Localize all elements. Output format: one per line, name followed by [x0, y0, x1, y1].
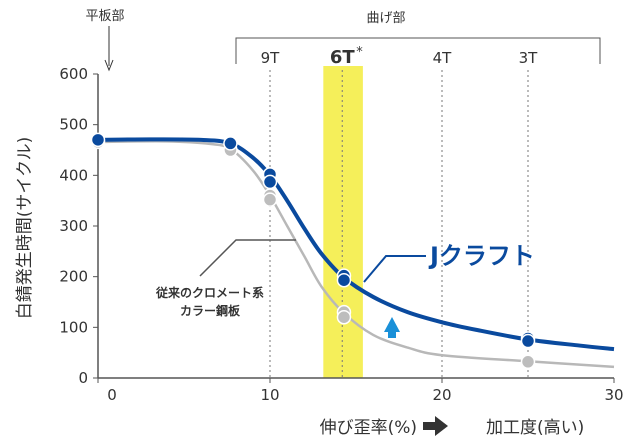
series-line-jcraft [97, 137, 615, 352]
highlight-band [323, 66, 363, 378]
bend-label-6T: 6T [330, 47, 356, 68]
bend-label-4T: 4T [433, 49, 453, 67]
flat-arrow-head [104, 59, 114, 72]
data-point-jcraft [520, 333, 536, 349]
x-tick-label: 10 [260, 386, 279, 404]
y-tick-label: 100 [59, 318, 88, 336]
vertical-gridlines [269, 70, 529, 378]
series-line-conventional [97, 140, 615, 369]
x-axis-arrow-icon [423, 416, 448, 436]
bend-mark: * [356, 45, 363, 60]
y-axis-title: 白錆発生時間(サイクル) [15, 137, 35, 319]
conventional-label-line2: カラー鋼板 [180, 303, 241, 318]
data-point-jcraft [336, 272, 352, 288]
improvement-up-arrow [384, 317, 400, 338]
jcraft-label: Jクラフト [428, 242, 535, 270]
flat-label: 平板部 [85, 9, 124, 24]
data-point-conventional [336, 309, 352, 325]
jcraft-leader [363, 255, 426, 283]
bend-label: 曲げ部 [366, 11, 405, 26]
data-point-jcraft [90, 132, 106, 148]
y-tick-label: 600 [59, 65, 88, 83]
conventional-leader [199, 239, 296, 277]
y-tick-label: 400 [59, 166, 88, 184]
y-tick-label: 200 [59, 268, 88, 286]
data-point-jcraft [223, 136, 238, 151]
bend-bracket [235, 37, 601, 64]
points-jcraft [90, 132, 536, 349]
x-tick-label: 20 [432, 386, 451, 404]
conventional-label-line1: 従来のクロメート系 [155, 285, 264, 300]
y-ticks: 0 100 200 300 400 500 600 [59, 65, 98, 387]
y-tick-label: 300 [59, 217, 88, 235]
data-point-conventional [520, 354, 536, 370]
bend-label-9T: 9T [261, 49, 281, 67]
x-ticks: 0 10 20 30 [97, 378, 624, 404]
x-tick-label: 0 [107, 386, 117, 404]
x-axis-title: 伸び歪率(%) [320, 418, 417, 438]
data-point-jcraft [262, 174, 278, 190]
y-tick-label: 500 [59, 116, 88, 134]
bend-labels: 9T 6T * 4T 3T [261, 45, 539, 68]
bend-label-3T: 3T [519, 49, 539, 67]
y-tick-label: 0 [78, 369, 88, 387]
x-tick-label: 30 [604, 386, 623, 404]
x-axis-arrow-text: 加工度(高い) [486, 418, 584, 438]
data-point-conventional [262, 192, 278, 207]
